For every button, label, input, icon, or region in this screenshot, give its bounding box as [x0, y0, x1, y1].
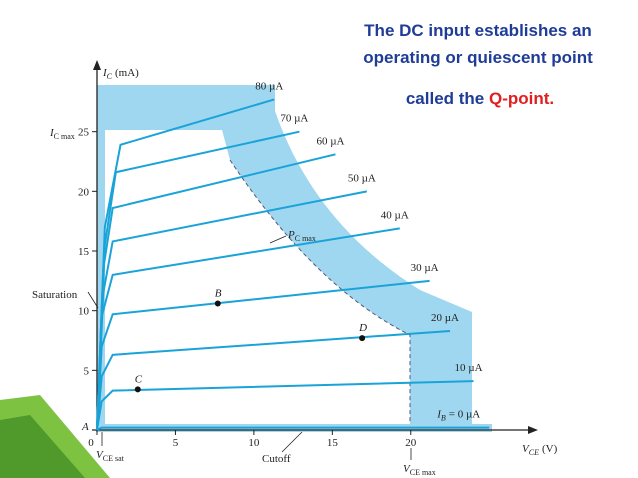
- label-main: V: [522, 443, 530, 455]
- x-tick-label: 15: [327, 437, 339, 449]
- point-label: C: [135, 373, 143, 385]
- label-sub: B: [441, 414, 446, 423]
- q-point: [214, 300, 221, 307]
- label-main: P: [287, 229, 295, 241]
- label-sub: CE sat: [103, 454, 125, 463]
- x-arrow: [528, 426, 538, 434]
- pcmax-curve: [229, 159, 411, 432]
- label-main: I: [49, 127, 55, 139]
- curve: [96, 380, 474, 431]
- x-tick-label: 0: [88, 437, 94, 449]
- title-line: operating or quiescent point: [363, 48, 593, 67]
- label-main: V: [96, 449, 104, 461]
- label-unit: (V): [542, 443, 558, 455]
- point-label: D: [358, 322, 367, 334]
- curve: [96, 426, 490, 431]
- series-label: 30 µA: [411, 262, 439, 274]
- series-label: 10 µA: [454, 362, 482, 374]
- title-highlight: Q-point.: [489, 89, 554, 108]
- label-main: V: [403, 463, 411, 475]
- x-tick-label: 20: [405, 437, 417, 449]
- y-arrow: [93, 60, 101, 70]
- icmax-label: IC max: [49, 127, 75, 141]
- y-tick-label: 10: [78, 306, 90, 318]
- label-sub: C max: [295, 234, 316, 243]
- decoration: [0, 415, 85, 478]
- q-point: [359, 335, 366, 342]
- series-label: 40 µA: [381, 209, 409, 221]
- title-text: called the: [406, 89, 484, 108]
- label-main: I: [102, 67, 108, 79]
- leader: [269, 235, 287, 244]
- label-sub: C: [107, 72, 113, 81]
- pcmax-band: [212, 88, 472, 432]
- label-sub: CE: [529, 448, 539, 457]
- curve: [96, 329, 451, 431]
- q-point: [134, 386, 141, 393]
- label-sub: CE max: [410, 468, 436, 477]
- x-tick-label: 5: [173, 437, 179, 449]
- leader: [87, 291, 99, 309]
- y-axis-label: IC (mA): [102, 67, 139, 81]
- curve: [96, 98, 275, 431]
- x-axis-label: VCE (V): [522, 443, 558, 457]
- series-label: 60 µA: [316, 135, 344, 147]
- y-tick-label: 20: [78, 186, 90, 198]
- saturation-label: Saturation: [32, 289, 78, 301]
- y-tick-label: 25: [78, 127, 90, 139]
- pcmax-label: PC max: [287, 229, 316, 243]
- label-unit: (mA): [115, 67, 139, 79]
- y-tick-label: 5: [84, 365, 90, 377]
- title-tail: called the Q-point.: [406, 89, 554, 108]
- leader: [281, 431, 303, 453]
- origin-label: A: [81, 421, 89, 433]
- cutoff-label: Cutoff: [262, 453, 291, 465]
- series-label: 80 µA: [255, 80, 283, 92]
- series-label: IB = 0 µA: [436, 409, 480, 423]
- series-label: 70 µA: [280, 113, 308, 125]
- label-name: = 0 µA: [449, 409, 481, 421]
- series-label: 50 µA: [348, 172, 376, 184]
- saturation-region: [97, 85, 105, 432]
- label-sub: C max: [54, 132, 75, 141]
- series-label: 20 µA: [431, 312, 459, 324]
- vcesat-label: VCE sat: [96, 449, 125, 463]
- label-main: I: [436, 409, 442, 421]
- x-tick-label: 10: [248, 437, 260, 449]
- point-label: B: [215, 288, 222, 300]
- vcemax-label: VCE max: [403, 463, 436, 477]
- title-line: The DC input establishes an: [364, 21, 592, 40]
- y-tick-label: 15: [78, 246, 90, 258]
